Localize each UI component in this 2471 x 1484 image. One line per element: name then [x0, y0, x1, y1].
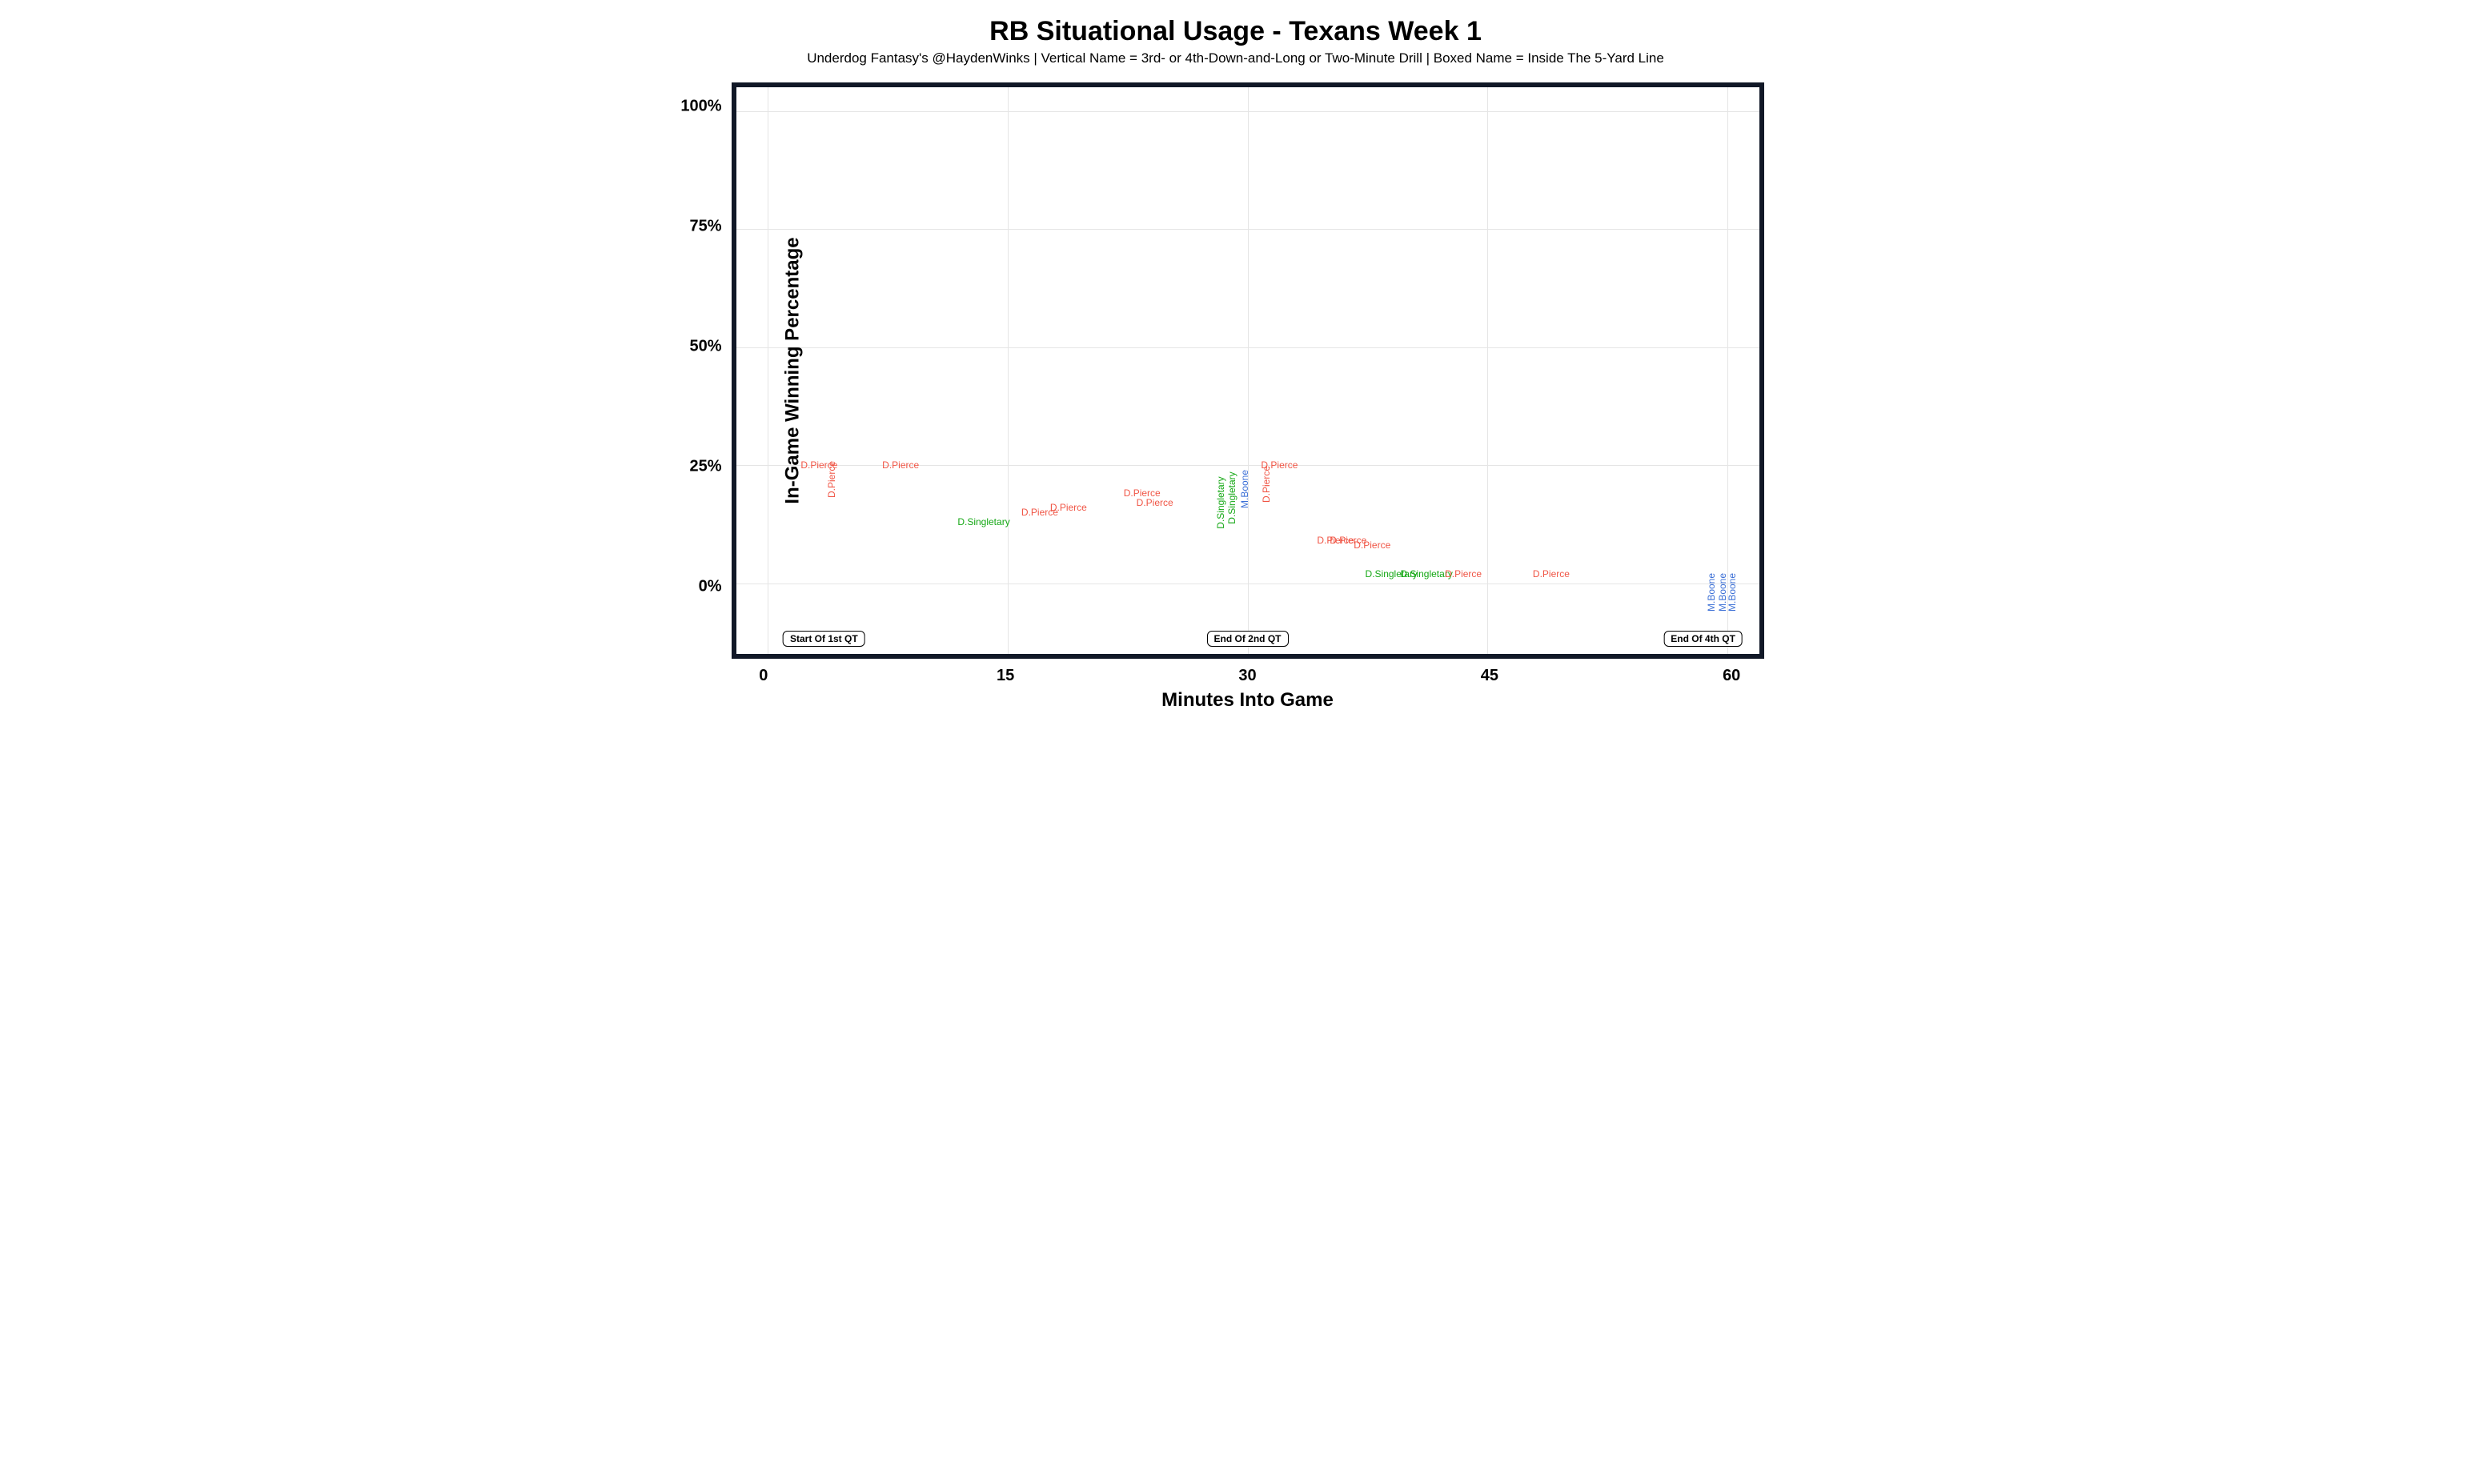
data-point-label: D.Singletary [1227, 472, 1237, 524]
data-point-label: D.Pierce [1137, 498, 1173, 507]
y-tick-label: 0% [699, 578, 732, 596]
x-axis-label: Minutes Into Game [1161, 689, 1334, 712]
data-point-label: D.Pierce [1050, 503, 1087, 512]
gridline-v [1248, 87, 1249, 654]
x-tick-label: 15 [997, 659, 1014, 685]
chart-subtitle: Underdog Fantasy's @HaydenWinks | Vertic… [644, 50, 1828, 66]
data-point-label: D.Pierce [1445, 569, 1482, 579]
quarter-badge: End Of 2nd QT [1207, 631, 1289, 647]
plot-area: Start Of 1st QT End Of 2nd QT End Of 4th Q… [732, 82, 1764, 659]
plot-frame: Start Of 1st QT End Of 2nd QT End Of 4th Q… [732, 82, 1764, 659]
data-point-label: D.Singletary [1216, 477, 1225, 529]
data-point-label: D.Singletary [957, 517, 1009, 527]
quarter-badge: Start Of 1st QT [783, 631, 865, 647]
data-point-label: M.Boone [1707, 573, 1716, 612]
data-point-label: M.Boone [1727, 573, 1737, 612]
chart-title: RB Situational Usage - Texans Week 1 [644, 16, 1828, 47]
chart-container: RB Situational Usage - Texans Week 1 Und… [644, 16, 1828, 659]
data-point-label: D.Pierce [827, 461, 836, 498]
y-tick-label: 50% [689, 338, 731, 356]
x-tick-label: 45 [1481, 659, 1498, 685]
x-tick-label: 0 [759, 659, 768, 685]
gridline-v [1727, 87, 1728, 654]
y-axis-label: In-Game Winning Percentage [781, 237, 804, 503]
data-point-label: D.Pierce [1354, 540, 1390, 550]
data-point-label: M.Boone [1718, 573, 1727, 612]
gridline-v [1008, 87, 1009, 654]
data-point-label: D.Pierce [1533, 569, 1570, 579]
y-tick-label: 25% [689, 458, 731, 476]
data-point-label: D.Pierce [882, 460, 919, 470]
data-point-label: M.Boone [1240, 469, 1250, 507]
x-tick-label: 60 [1723, 659, 1740, 685]
x-tick-label: 30 [1238, 659, 1256, 685]
gridline-v [1487, 87, 1488, 654]
data-point-label: D.Pierce [1262, 466, 1271, 503]
y-tick-label: 75% [689, 218, 731, 236]
y-tick-label: 100% [680, 98, 731, 116]
quarter-badge: End Of 4th QT [1663, 631, 1743, 647]
